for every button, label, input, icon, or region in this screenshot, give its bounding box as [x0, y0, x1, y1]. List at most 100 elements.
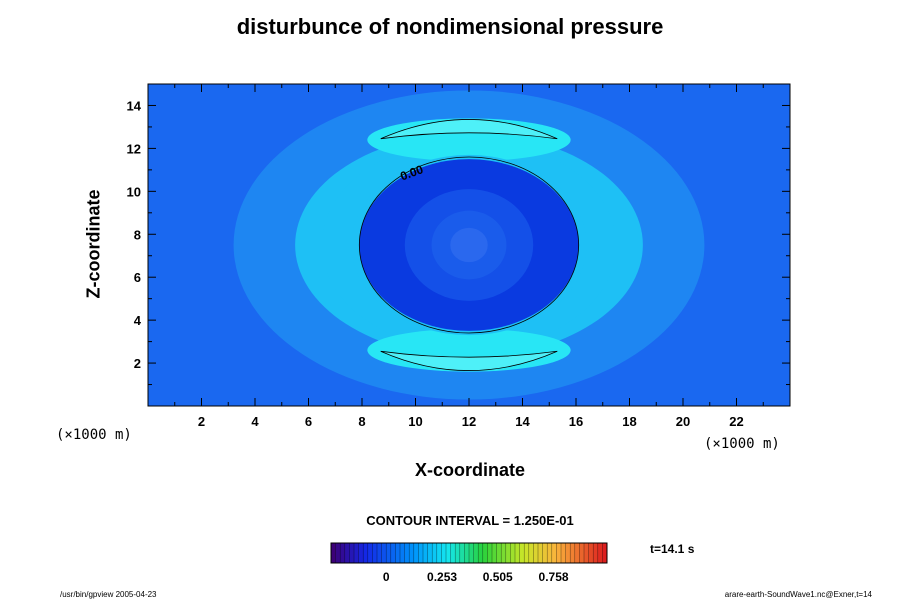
colorbar-segment — [377, 543, 382, 563]
colorbar-segment — [565, 543, 571, 563]
contour-interval-label: CONTOUR INTERVAL = 1.250E-01 — [366, 513, 574, 528]
colorbar-segment — [455, 543, 461, 563]
colorbar-segment — [386, 543, 392, 563]
colorbar-segment — [335, 543, 341, 563]
y-tick-label: 2 — [134, 356, 141, 371]
colorbar-segment — [528, 543, 534, 563]
colorbar-segment — [510, 543, 516, 563]
x-tick-label: 22 — [729, 414, 743, 429]
colorbar-segment — [427, 543, 433, 563]
colorbar-segment — [561, 543, 566, 563]
colorbar-segment — [390, 543, 396, 563]
contour-crescent — [380, 350, 558, 371]
colorbar-segment — [409, 543, 415, 563]
x-tick-label: 8 — [358, 414, 365, 429]
y-tick-label: 10 — [127, 184, 141, 199]
colorbar-segment — [570, 543, 576, 563]
colorbar-segment — [533, 543, 539, 563]
colorbar-segment — [593, 543, 599, 563]
y-tick-label: 12 — [127, 141, 141, 156]
footer-right: arare-earth-SoundWave1.nc@Exner,t=14 — [724, 590, 872, 599]
y-axis-unit: (×1000 m) — [56, 427, 132, 443]
colorbar-segment — [459, 543, 465, 563]
x-tick-label: 10 — [408, 414, 422, 429]
colorbar-segment — [501, 543, 507, 563]
x-tick-label: 16 — [569, 414, 583, 429]
colorbar-segment — [505, 543, 511, 563]
colorbar-segment — [464, 543, 470, 563]
x-axis-label: X-coordinate — [414, 460, 525, 480]
colorbar-segment — [423, 543, 428, 563]
colorbar-segment — [349, 543, 355, 563]
colorbar-segment — [340, 543, 346, 563]
colorbar-segment — [519, 543, 525, 563]
colorbar-segment — [331, 543, 336, 563]
x-tick-label: 20 — [676, 414, 690, 429]
colorbar-segment — [482, 543, 488, 563]
x-tick-label: 4 — [251, 414, 259, 429]
x-tick-label: 14 — [515, 414, 530, 429]
contour-lines: 0.00 — [358, 119, 580, 371]
colorbar-segment — [496, 543, 502, 563]
y-tick-label: 4 — [134, 313, 142, 328]
colorbar-segment — [556, 543, 562, 563]
contour-zero-line — [358, 156, 580, 334]
colorbar-segment — [538, 543, 543, 563]
colorbar-segment — [404, 543, 410, 563]
colorbar-segment — [542, 543, 548, 563]
colorbar-tick-label: 0 — [383, 570, 390, 584]
colorbar-segment — [597, 543, 603, 563]
x-tick-label: 12 — [462, 414, 476, 429]
x-axis-unit: (×1000 m) — [704, 436, 780, 452]
time-label: t=14.1 s — [650, 542, 695, 556]
colorbar-segment — [363, 543, 369, 563]
colorbar-tick-label: 0.505 — [483, 570, 513, 584]
colorbar-tick-label: 0.758 — [539, 570, 569, 584]
colorbar-segment — [358, 543, 364, 563]
colorbar-segment — [551, 543, 557, 563]
colorbar-segment — [432, 543, 438, 563]
y-tick-label: 8 — [134, 227, 141, 242]
x-tick-label: 6 — [305, 414, 312, 429]
colorbar-segment — [441, 543, 447, 563]
colorbar-segment — [602, 543, 608, 563]
colorbar-segment — [450, 543, 456, 563]
colorbar-frame — [330, 542, 608, 564]
colorbar-segment — [395, 543, 401, 563]
colorbar-segment — [524, 543, 530, 563]
colorbar-segment — [418, 543, 424, 563]
colorbar-segment — [469, 543, 474, 563]
colorbar-segment — [473, 543, 479, 563]
colorbar-segment — [354, 543, 359, 563]
colorbar-segment — [381, 543, 387, 563]
colorbar-segment — [372, 543, 378, 563]
colorbar-segment — [547, 543, 553, 563]
field-inner-center — [450, 227, 488, 263]
colorbar-segment — [515, 543, 520, 563]
x-tick-label: 2 — [198, 414, 205, 429]
colorbar-segment — [492, 543, 497, 563]
contour-crescent — [380, 119, 558, 140]
y-tick-label: 14 — [127, 98, 142, 113]
colorbar-segment — [574, 543, 580, 563]
colorbar-segment — [446, 543, 451, 563]
colorbar-segment — [478, 543, 484, 563]
colorbar-segment — [588, 543, 594, 563]
footer-left: /usr/bin/gpview 2005-04-23 — [60, 590, 157, 599]
chart-title: disturbunce of nondimensional pressure — [236, 14, 664, 39]
colorbar-segment — [413, 543, 419, 563]
y-axis-label: Z-coordinate — [83, 189, 104, 299]
colorbar-segment — [400, 543, 405, 563]
colorbar: 0 0.253 0.505 0.758 — [330, 542, 608, 584]
colorbar-segment — [584, 543, 589, 563]
colorbar-segment — [487, 543, 493, 563]
y-tick-label: 6 — [134, 270, 141, 285]
colorbar-segment — [367, 543, 373, 563]
colorbar-segment — [344, 543, 350, 563]
colorbar-segment — [436, 543, 442, 563]
colorbar-segment — [579, 543, 585, 563]
x-tick-label: 18 — [622, 414, 636, 429]
colorbar-tick-label: 0.253 — [427, 570, 457, 584]
